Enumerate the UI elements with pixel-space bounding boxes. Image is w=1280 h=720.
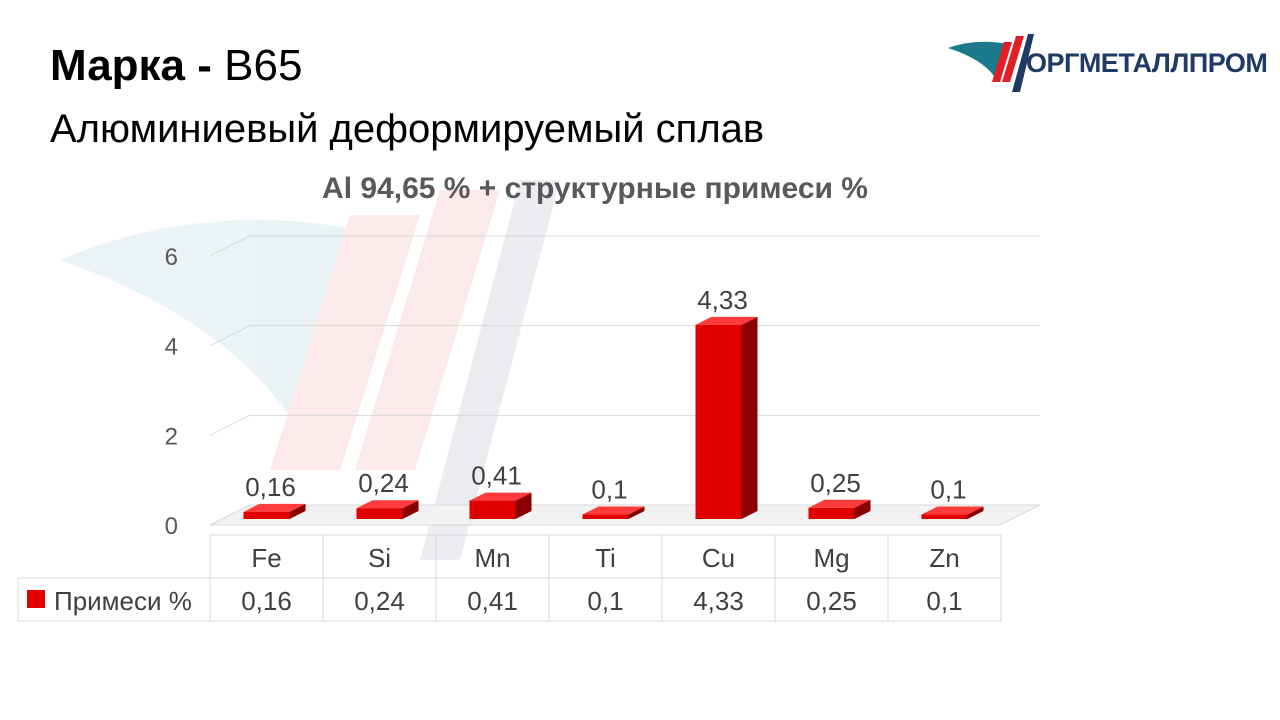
data-label: 0,1 (591, 475, 627, 505)
logo-text: ОРГМЕТАЛЛПРОМ (1026, 48, 1268, 78)
bar (921, 514, 968, 519)
bar-side (515, 492, 532, 519)
data-label: 0,24 (358, 468, 409, 498)
bar-top (921, 506, 984, 515)
legend-label: Примеси % (54, 586, 192, 616)
x-tick-label: Fe (251, 543, 281, 573)
x-tick-label: Mn (474, 543, 510, 573)
bar (808, 507, 855, 519)
data-label: 0,16 (245, 472, 296, 502)
y-tick-label: 4 (165, 334, 178, 361)
bar-side (967, 506, 984, 519)
page-title: Марка - В65 (50, 38, 302, 94)
grade-value: В65 (224, 41, 303, 90)
bar-top (808, 499, 871, 508)
y-tick-label: 6 (165, 244, 178, 271)
bar-side (741, 316, 758, 519)
table-value: 0,41 (467, 586, 518, 616)
legend-swatch (27, 590, 45, 608)
logo-mark-icon (948, 34, 1034, 92)
x-tick-label: Cu (702, 543, 735, 573)
gridline-depth (209, 414, 251, 436)
bar-top (356, 500, 419, 509)
data-label: 0,25 (810, 468, 861, 498)
company-logo (946, 30, 1266, 100)
table-value: 0,1 (926, 586, 962, 616)
y-tick-label: 0 (165, 513, 178, 540)
page-subtitle: Алюминиевый деформируемый сплав (50, 107, 765, 151)
table-value: 0,16 (241, 586, 292, 616)
data-label: 0,1 (930, 475, 966, 505)
grade-label: Марка (50, 41, 186, 90)
bars (243, 316, 984, 519)
table-value: 4,33 (693, 586, 744, 616)
bar (582, 514, 629, 519)
gridline-depth (209, 325, 251, 347)
bar-top (469, 492, 532, 501)
grade-separator: - (197, 41, 212, 90)
x-tick-label: Si (368, 543, 391, 573)
x-tick-label: Zn (929, 543, 959, 573)
chart-title: Al 94,65 % + структурные примеси % (322, 172, 868, 205)
data-label: 4,33 (697, 285, 748, 315)
bar-top (243, 503, 306, 512)
bar-side (402, 500, 419, 519)
y-axis: 0 2 4 6 (165, 244, 178, 540)
x-tick-label: Ti (595, 543, 616, 573)
table-value: 0,25 (806, 586, 857, 616)
x-tick-label: Mg (813, 543, 849, 573)
bar-side (289, 503, 306, 519)
bar (695, 324, 742, 519)
y-tick-label: 2 (165, 423, 178, 450)
bar (356, 508, 403, 519)
bar-side (628, 506, 645, 519)
data-labels: 0,16 0,24 0,41 0,1 4,33 0,25 0,1 (245, 285, 966, 505)
bar-top (695, 316, 758, 325)
bar (243, 511, 290, 519)
bar (469, 500, 516, 519)
bar-side (854, 499, 871, 519)
watermark (60, 180, 560, 560)
gridline-depth (209, 235, 251, 257)
table-value: 0,24 (354, 586, 405, 616)
data-table: Fe 0,16 Si 0,24 Mn 0,41 Ti 0,1 Cu 4,33 Mg 0,25 Zn 0,1… (17, 534, 1002, 622)
bar-top (582, 506, 645, 515)
table-value: 0,1 (587, 586, 623, 616)
data-label: 0,41 (471, 461, 522, 491)
